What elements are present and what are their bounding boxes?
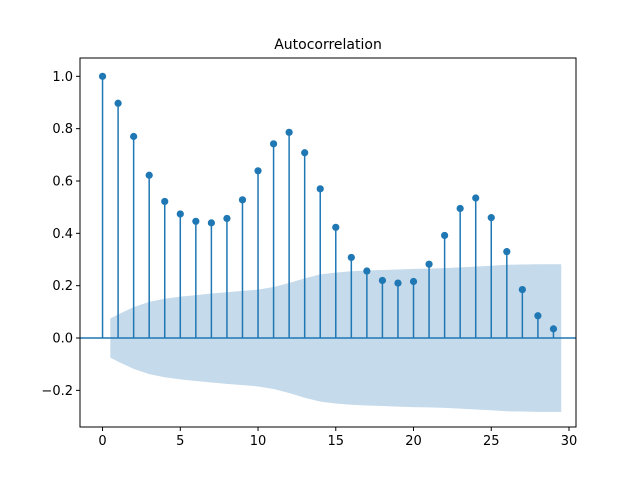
x-tick-label: 30 xyxy=(561,434,578,449)
x-tick-label: 5 xyxy=(176,434,184,449)
stem-marker-lag-8 xyxy=(223,214,231,223)
stem-marker-lag-23 xyxy=(456,204,464,213)
stem-marker-lag-2 xyxy=(130,132,138,141)
stem-marker-lag-24 xyxy=(472,194,480,202)
stem-marker-lag-7 xyxy=(207,219,215,227)
stem-marker-lag-21 xyxy=(425,260,433,268)
tick-layer: 0 5 10 15 20 25 30 −0.2 0.0 0.2 0.4 0.6 0.8 1.0 xyxy=(41,70,577,449)
stem-marker-lag-6 xyxy=(192,217,200,225)
stem-marker-lag-0 xyxy=(98,72,107,80)
axes-frame xyxy=(79,57,577,428)
stem-marker-lag-25 xyxy=(487,214,495,222)
y-tick-label: −0.2 xyxy=(41,384,73,399)
x-tick-label: 0 xyxy=(98,434,106,449)
stem-marker-lag-11 xyxy=(269,140,278,148)
stem-marker-lag-19 xyxy=(394,279,402,287)
y-tick-label: 0.2 xyxy=(52,279,73,294)
stem-marker-lag-10 xyxy=(254,167,262,175)
stem-marker-lag-5 xyxy=(176,210,184,218)
stem-marker-lag-3 xyxy=(145,171,153,179)
stem-layer xyxy=(80,72,576,339)
stem-marker-lag-17 xyxy=(363,267,371,275)
stem-marker-lag-29 xyxy=(549,325,558,333)
chart-title: Autocorrelation xyxy=(274,37,382,53)
y-tick-label: 0.0 xyxy=(52,332,73,347)
stem-marker-lag-22 xyxy=(441,231,449,240)
x-tick-label: 20 xyxy=(405,434,422,449)
y-tick-label: 0.4 xyxy=(52,227,73,242)
stem-marker-lag-1 xyxy=(114,99,122,107)
stem-marker-lag-9 xyxy=(238,196,247,204)
x-tick-label: 10 xyxy=(250,434,267,449)
stem-marker-lag-28 xyxy=(534,312,542,320)
y-tick-label: 1.0 xyxy=(52,70,73,85)
stem-marker-lag-12 xyxy=(285,128,293,136)
stem-marker-lag-20 xyxy=(409,277,418,286)
stem-marker-lag-26 xyxy=(503,248,511,256)
stem-marker-lag-16 xyxy=(347,253,355,262)
y-tick-label: 0.6 xyxy=(52,175,73,190)
stem-marker-lag-13 xyxy=(301,149,309,157)
stem-marker-lag-27 xyxy=(518,286,526,294)
x-tick-label: 15 xyxy=(328,434,345,449)
stem-marker-lag-18 xyxy=(378,276,387,285)
x-tick-label: 25 xyxy=(483,434,500,449)
stem-marker-lag-15 xyxy=(332,223,340,231)
stem-marker-lag-4 xyxy=(161,197,169,206)
y-tick-label: 0.8 xyxy=(52,122,73,137)
stem-marker-lag-14 xyxy=(316,185,324,193)
